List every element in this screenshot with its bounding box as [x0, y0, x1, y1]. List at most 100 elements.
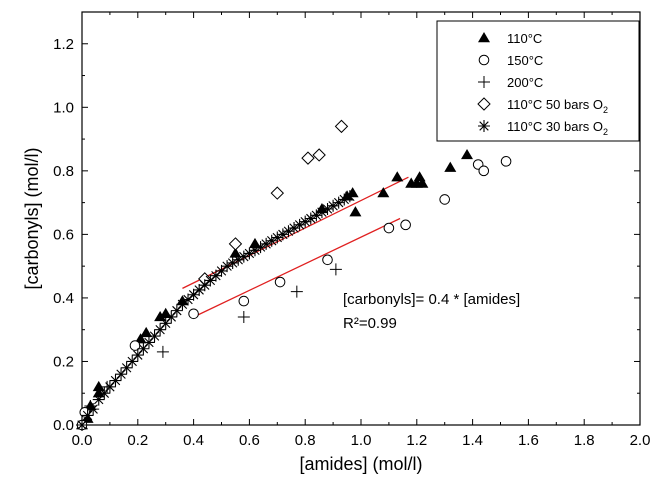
y-tick-label: 1.2: [53, 36, 74, 53]
legend-box: [436, 20, 640, 142]
legend-entry-subscript: 2: [603, 105, 608, 115]
data-point-asterisk: [137, 342, 150, 355]
y-tick-label: 0.0: [53, 417, 74, 434]
data-point-diamond: [477, 97, 491, 111]
data-point-asterisk: [276, 228, 289, 241]
data-point-asterisk: [304, 212, 317, 225]
data-point-asterisk: [293, 218, 306, 231]
data-point-asterisk: [260, 237, 273, 250]
data-point-asterisk: [81, 409, 94, 422]
data-point-triangle: [248, 237, 261, 249]
data-point-asterisk: [288, 222, 301, 235]
data-point-circle: [439, 194, 451, 205]
legend-entry-label: 110°C 30 bars O2: [507, 119, 608, 137]
data-point-diamond: [301, 151, 315, 165]
data-point-asterisk: [109, 374, 122, 387]
data-point-asterisk: [176, 298, 189, 311]
data-point-triangle: [92, 387, 105, 398]
data-point-triangle: [478, 32, 490, 43]
fit-line: [193, 217, 401, 318]
data-point-plus: [478, 76, 490, 88]
data-point-asterisk: [271, 231, 284, 244]
data-point-asterisk: [226, 256, 239, 269]
data-point-asterisk: [232, 253, 245, 266]
y-tick-label: 0.8: [53, 163, 74, 180]
x-tick-label: 2.0: [630, 432, 651, 449]
data-point-triangle: [140, 326, 153, 338]
data-point-triangle: [377, 187, 390, 198]
data-point-triangle: [154, 310, 167, 322]
x-axis: 0.0 0.2 0.4 0.6 0.8 1.0 1.2 1.4 1.6 1.8 2.0: [72, 12, 651, 449]
data-point-circle: [322, 254, 333, 266]
legend-entry-name: 110°C 50 bars O: [507, 97, 603, 112]
data-point-diamond: [334, 119, 349, 134]
data-point-triangle: [92, 380, 105, 392]
data-point-asterisk: [248, 244, 261, 257]
data-point-diamond: [312, 148, 326, 162]
x-tick-label: 1.2: [406, 432, 427, 449]
y-axis-title: [carbonyls] (mol/l): [22, 147, 42, 289]
x-tick-label: 0.2: [127, 432, 148, 449]
data-point-asterisk: [182, 293, 195, 306]
data-point-circle: [500, 156, 512, 167]
data-point-asterisk: [165, 310, 178, 323]
data-point-asterisk: [126, 355, 139, 368]
data-point-asterisk: [282, 225, 295, 238]
x-tick-label: 0.6: [239, 432, 260, 449]
fit-r2-label: R²=0.99: [343, 315, 397, 332]
data-point-triangle: [391, 171, 404, 182]
data-point-asterisk: [265, 234, 278, 247]
legend-entry-label: 200°C: [507, 75, 543, 90]
data-point-asterisk: [170, 304, 183, 317]
data-point-asterisk: [327, 199, 340, 212]
data-point-asterisk: [148, 330, 161, 343]
data-point-asterisk: [254, 241, 267, 254]
y-tick-label: 0.4: [53, 290, 74, 307]
data-point-triangle: [349, 206, 362, 217]
y-tick-label: 1.0: [53, 99, 74, 116]
data-point-asterisk: [321, 202, 334, 215]
data-point-asterisk: [243, 247, 256, 260]
data-points: [76, 119, 512, 431]
data-point-asterisk: [154, 323, 167, 336]
legend-entry-name: 200°C: [507, 75, 543, 90]
data-point-plus: [329, 263, 342, 276]
data-point-triangle: [134, 333, 147, 344]
data-point-circle: [383, 222, 395, 234]
data-point-asterisk: [343, 190, 356, 203]
data-point-plus: [237, 310, 250, 323]
legend-entry-subscript: 2: [603, 127, 608, 137]
data-point-circle: [478, 54, 490, 66]
data-point-asterisk: [209, 269, 222, 282]
x-tick-label: 1.4: [462, 432, 483, 449]
data-point-circle: [188, 308, 199, 320]
data-point-asterisk: [76, 419, 88, 431]
data-point-asterisk: [159, 317, 172, 330]
data-point-asterisk: [299, 215, 312, 228]
x-tick-label: 1.6: [518, 432, 539, 449]
data-point-asterisk: [237, 250, 250, 263]
fit-annotation: [carbonyls]= 0.4 * [amides] R²=0.99: [343, 291, 520, 332]
data-point-triangle: [416, 177, 429, 188]
x-tick-label: 0.8: [295, 432, 316, 449]
data-point-asterisk: [92, 393, 105, 406]
legend-entry-label: 150°C: [507, 53, 543, 68]
legend-entry-name: 110°C: [507, 31, 542, 46]
data-point-asterisk: [338, 193, 351, 206]
data-point-asterisk: [198, 279, 211, 292]
data-point-triangle: [461, 148, 474, 160]
data-point-asterisk: [120, 361, 133, 374]
data-point-asterisk: [193, 283, 206, 296]
x-tick-label: 0.4: [183, 432, 204, 449]
data-point-asterisk: [187, 288, 200, 301]
data-point-diamond: [270, 186, 285, 200]
x-tick-label: 0.0: [72, 432, 93, 449]
data-point-circle: [238, 295, 250, 307]
data-point-plus: [156, 345, 169, 358]
legend-entry-label: 110°C 50 bars O2: [507, 97, 608, 115]
data-point-asterisk: [332, 196, 345, 209]
data-point-triangle: [444, 161, 457, 172]
fit-equation-label: [carbonyls]= 0.4 * [amides]: [343, 291, 520, 308]
x-tick-label: 1.0: [351, 432, 372, 449]
